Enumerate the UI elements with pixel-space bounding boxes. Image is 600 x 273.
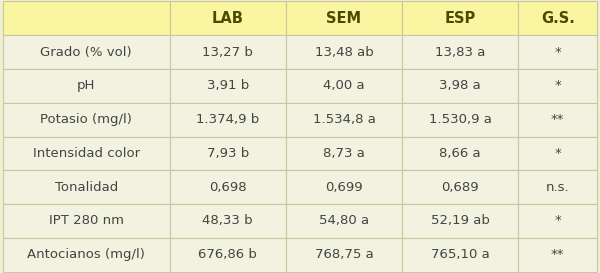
Text: 13,83 a: 13,83 a — [435, 46, 485, 58]
Text: 13,48 ab: 13,48 ab — [314, 46, 373, 58]
Text: *: * — [554, 46, 561, 58]
Text: 1.374,9 b: 1.374,9 b — [196, 113, 259, 126]
Bar — [3, 69, 170, 103]
Bar — [286, 238, 402, 272]
Bar — [170, 69, 286, 103]
Text: Intensidad color: Intensidad color — [33, 147, 140, 160]
Bar — [170, 35, 286, 69]
Text: SEM: SEM — [326, 11, 362, 26]
Bar — [3, 170, 170, 204]
Text: IPT 280 nm: IPT 280 nm — [49, 215, 124, 227]
Text: 4,00 a: 4,00 a — [323, 79, 365, 92]
Text: 3,98 a: 3,98 a — [439, 79, 481, 92]
Bar — [3, 103, 170, 136]
Bar — [286, 69, 402, 103]
Bar — [170, 1, 286, 35]
Bar — [518, 1, 597, 35]
Bar — [3, 136, 170, 170]
Bar — [286, 1, 402, 35]
Text: Grado (% vol): Grado (% vol) — [40, 46, 132, 58]
Bar — [402, 103, 518, 136]
Text: *: * — [554, 215, 561, 227]
Text: 768,75 a: 768,75 a — [314, 248, 373, 261]
Bar — [402, 1, 518, 35]
Text: *: * — [554, 147, 561, 160]
Bar — [518, 35, 597, 69]
Text: Antocianos (mg/l): Antocianos (mg/l) — [28, 248, 145, 261]
Text: 13,27 b: 13,27 b — [202, 46, 253, 58]
Bar — [170, 170, 286, 204]
Text: 54,80 a: 54,80 a — [319, 215, 369, 227]
Text: *: * — [554, 79, 561, 92]
Text: 0,699: 0,699 — [325, 181, 363, 194]
Text: 765,10 a: 765,10 a — [431, 248, 490, 261]
Bar — [402, 136, 518, 170]
Bar — [3, 1, 170, 35]
Bar — [286, 35, 402, 69]
Bar — [518, 69, 597, 103]
Bar — [518, 136, 597, 170]
Text: ESP: ESP — [445, 11, 476, 26]
Bar — [170, 136, 286, 170]
Text: 8,73 a: 8,73 a — [323, 147, 365, 160]
Bar — [3, 35, 170, 69]
Bar — [518, 103, 597, 136]
Text: **: ** — [551, 113, 565, 126]
Bar — [170, 204, 286, 238]
Text: 1.534,8 a: 1.534,8 a — [313, 113, 376, 126]
Text: 8,66 a: 8,66 a — [439, 147, 481, 160]
Bar — [402, 170, 518, 204]
Text: **: ** — [551, 248, 565, 261]
Text: Potasio (mg/l): Potasio (mg/l) — [40, 113, 132, 126]
Bar — [402, 69, 518, 103]
Text: LAB: LAB — [212, 11, 244, 26]
Bar — [402, 35, 518, 69]
Text: 0,698: 0,698 — [209, 181, 247, 194]
Bar — [3, 204, 170, 238]
Text: n.s.: n.s. — [546, 181, 569, 194]
Text: 676,86 b: 676,86 b — [198, 248, 257, 261]
Bar — [170, 238, 286, 272]
Bar — [518, 204, 597, 238]
Text: G.S.: G.S. — [541, 11, 575, 26]
Text: 7,93 b: 7,93 b — [206, 147, 249, 160]
Bar — [3, 238, 170, 272]
Text: Tonalidad: Tonalidad — [55, 181, 118, 194]
Bar — [518, 238, 597, 272]
Bar — [286, 103, 402, 136]
Text: pH: pH — [77, 79, 95, 92]
Bar — [286, 204, 402, 238]
Text: 48,33 b: 48,33 b — [202, 215, 253, 227]
Bar — [170, 103, 286, 136]
Text: 0,689: 0,689 — [442, 181, 479, 194]
Bar — [402, 238, 518, 272]
Bar — [286, 136, 402, 170]
Bar — [286, 170, 402, 204]
Bar — [402, 204, 518, 238]
Text: 52,19 ab: 52,19 ab — [431, 215, 490, 227]
Text: 1.530,9 a: 1.530,9 a — [429, 113, 492, 126]
Bar — [518, 170, 597, 204]
Text: 3,91 b: 3,91 b — [206, 79, 249, 92]
